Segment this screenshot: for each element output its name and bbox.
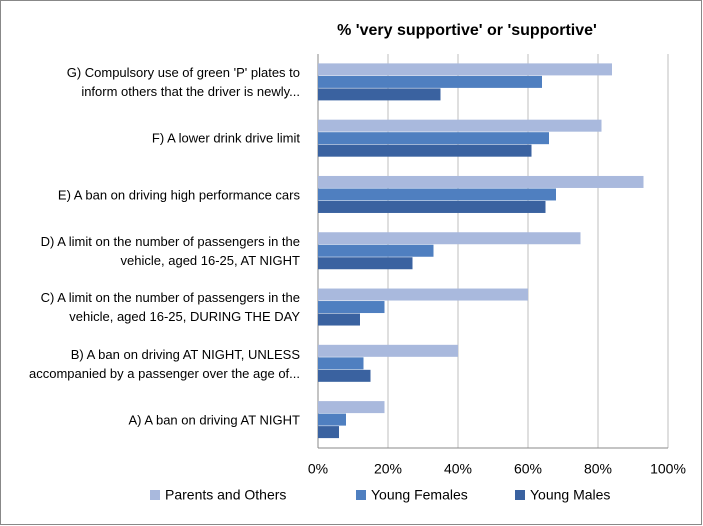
bar <box>318 413 346 426</box>
bar <box>318 369 371 382</box>
y-tick-label: A) A ban on driving AT NIGHT <box>128 412 301 428</box>
y-tick-label: B) A ban on driving AT NIGHT, UNLESS acc… <box>28 346 300 381</box>
bar <box>318 88 441 101</box>
bar <box>318 75 542 88</box>
bar <box>318 288 528 301</box>
y-tick-label: D) A limit on the number of passengers i… <box>40 234 300 268</box>
bar <box>318 244 434 257</box>
legend-swatch <box>356 490 366 500</box>
bar <box>318 401 385 414</box>
legend-swatch <box>150 490 160 500</box>
legend-label: Young Males <box>530 487 610 503</box>
bar <box>318 257 413 270</box>
x-tick-label: 20% <box>374 461 402 477</box>
bar <box>318 357 364 370</box>
x-tick-label: 80% <box>584 461 612 477</box>
chart-title: % 'very supportive' or 'supportive' <box>337 22 597 39</box>
legend-swatch <box>515 490 525 500</box>
x-tick-label: 40% <box>444 461 472 477</box>
bar <box>318 63 612 76</box>
bar <box>318 132 549 145</box>
bar <box>318 144 532 157</box>
bar <box>318 301 385 314</box>
bar <box>318 119 602 132</box>
y-tick-label: F) A lower drink drive limit <box>151 130 300 146</box>
legend-label: Young Females <box>371 487 468 503</box>
x-tick-label: 0% <box>308 461 328 477</box>
bar <box>318 313 360 326</box>
bar <box>318 188 556 201</box>
x-tick-label: 60% <box>514 461 542 477</box>
bar <box>318 200 546 213</box>
bar <box>318 344 458 357</box>
legend-label: Parents and Others <box>165 487 286 503</box>
bar <box>318 232 581 245</box>
y-tick-label: C) A limit on the number of passengers i… <box>40 290 300 325</box>
x-tick-label: 100% <box>650 461 686 477</box>
y-tick-label: E) A ban on driving high performance car… <box>57 187 300 203</box>
bar <box>318 426 339 439</box>
y-tick-label: G) Compulsory use of green 'P' plates to… <box>66 65 300 100</box>
bar <box>318 175 644 188</box>
